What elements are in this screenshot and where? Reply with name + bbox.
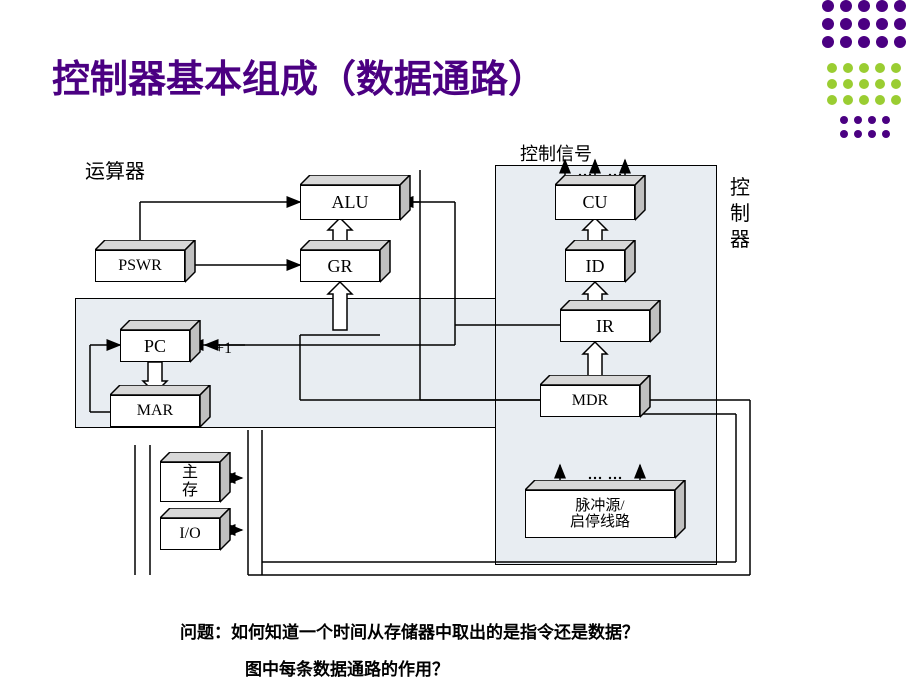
label-controller: 控制器 [730,175,752,253]
box-io: I/O [160,508,230,550]
label-ctrl-signal: 控制信号 [520,140,592,166]
box-alu: ALU [300,175,410,220]
label-alu-section: 运算器 [85,155,145,184]
box-mdr: MDR [540,375,650,417]
box-label-pc: PC [120,330,190,362]
box-label-pswr: PSWR [95,250,185,282]
question-2: 图中每条数据通路的作用？ [245,655,449,680]
box-label-io: I/O [160,518,220,550]
box-label-alu: ALU [300,185,400,220]
box-label-cu: CU [555,185,635,220]
box-label-gr: GR [300,250,380,282]
box-pswr: PSWR [95,240,195,282]
box-label-mem: 主存 [160,462,220,502]
box-label-mar: MAR [110,395,200,427]
question-1: 问题：如何知道一个时间从存储器中取出的是指令还是数据？ [180,618,639,643]
box-mem: 主存 [160,452,230,502]
box-pc: PC [120,320,200,362]
box-cu: CU [555,175,645,220]
box-label-pulse: 脉冲源/启停线路 [525,490,675,538]
box-label-id: ID [565,250,625,282]
box-mar: MAR [110,385,210,427]
box-pulse: 脉冲源/启停线路 [525,480,685,538]
box-id: ID [565,240,635,282]
box-label-ir: IR [560,310,650,342]
box-ir: IR [560,300,660,342]
diagram: 运算器 控制信号 控制器 +1 ALU PSWR GR PC MAR 主存 I/O CU ID I… [0,0,920,600]
label-plus-one: +1 [215,340,232,358]
box-gr: GR [300,240,390,282]
box-label-mdr: MDR [540,385,640,417]
